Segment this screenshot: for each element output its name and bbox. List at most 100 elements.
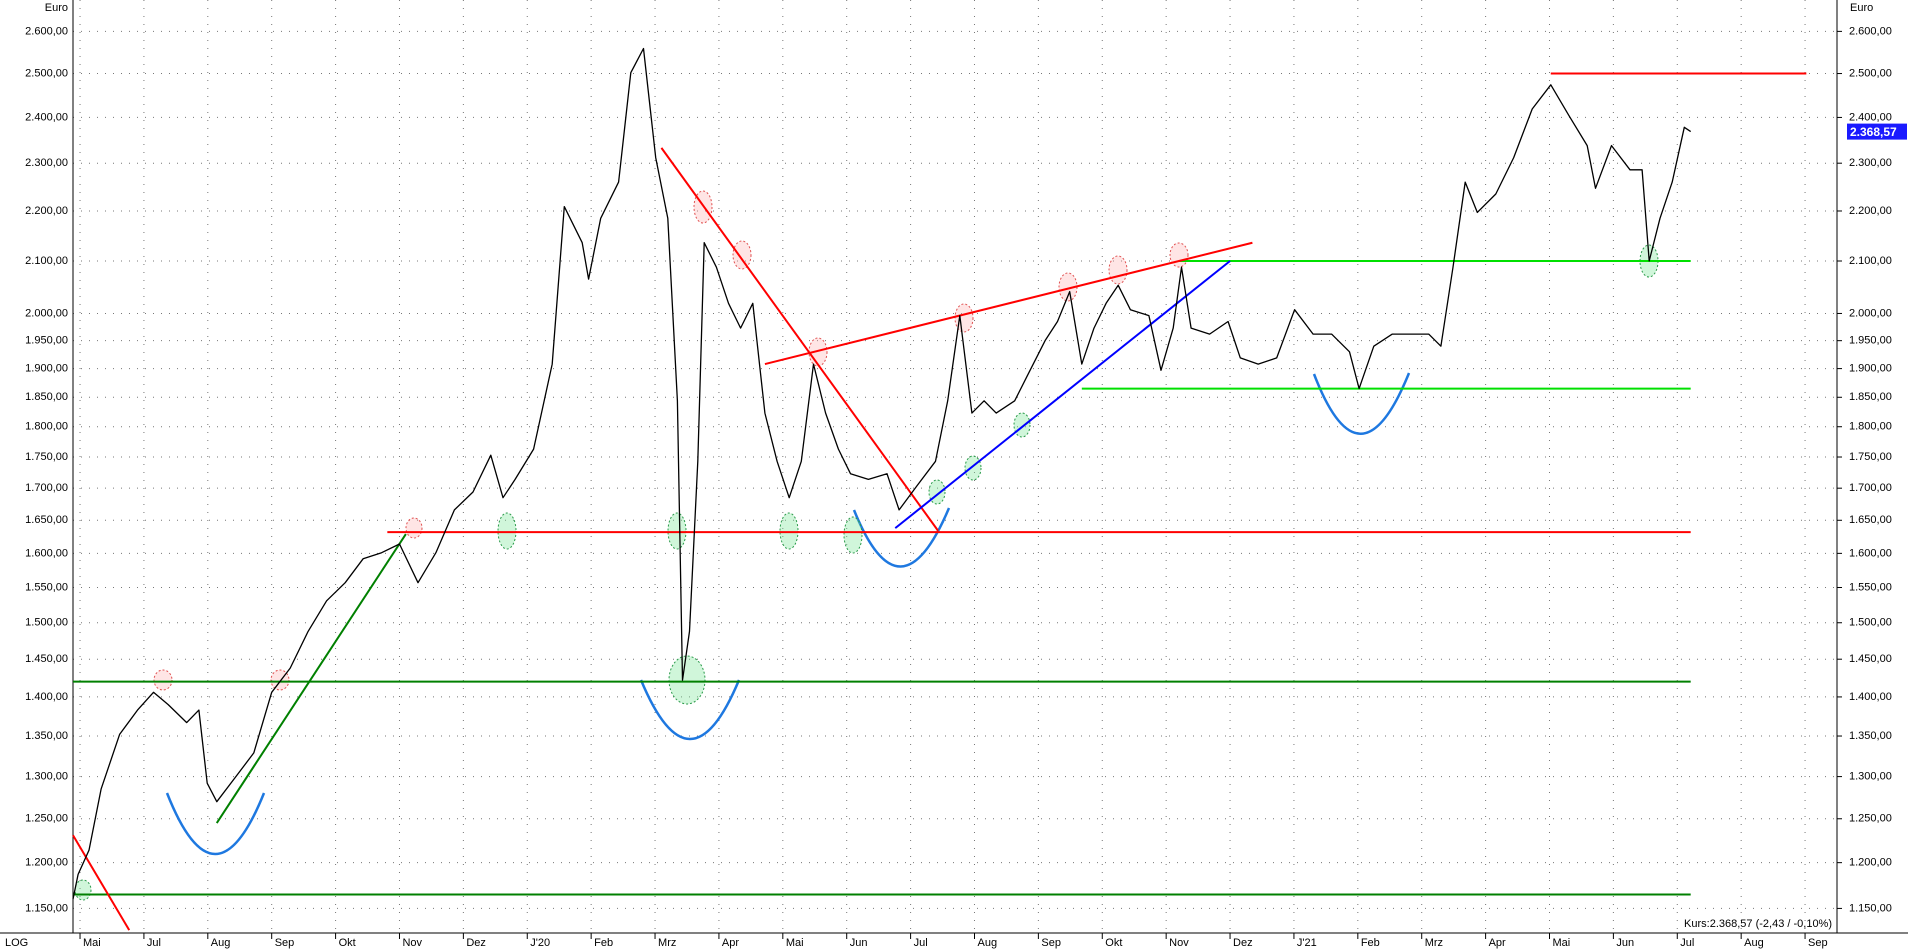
resistance-marker xyxy=(1108,255,1128,285)
resistance-marker xyxy=(405,517,423,539)
y-tick-label-right: 1.350,00 xyxy=(1849,730,1892,742)
y-tick-label: 1.600,00 xyxy=(25,547,68,559)
x-tick-label: Aug xyxy=(1744,937,1764,949)
x-tick-label: Aug xyxy=(977,937,997,949)
trend-line xyxy=(894,260,1231,529)
support-marker xyxy=(667,512,687,550)
x-tick-label: Mrz xyxy=(658,937,676,949)
y-tick-label-right: 1.900,00 xyxy=(1849,363,1892,375)
x-tick-label: Okt xyxy=(339,937,356,949)
resistance-marker xyxy=(732,240,752,270)
support-marker xyxy=(74,879,92,901)
x-tick-label: J'20 xyxy=(530,937,550,949)
support-marker xyxy=(964,455,982,481)
x-tick-label: Sep xyxy=(275,937,295,949)
y-tick-label: 2.000,00 xyxy=(25,307,68,319)
y-tick-label: 1.150,00 xyxy=(25,902,68,914)
y-tick-label: 1.850,00 xyxy=(25,391,68,403)
y-tick-label: 1.800,00 xyxy=(25,421,68,433)
y-tick-label-right: 1.400,00 xyxy=(1849,691,1892,703)
support-marker xyxy=(779,512,799,550)
y-tick-label: 2.100,00 xyxy=(25,255,68,267)
y-tick-label: 1.450,00 xyxy=(25,653,68,665)
y-tick-label: 2.300,00 xyxy=(25,157,68,169)
x-tick-label: Feb xyxy=(1361,937,1380,949)
resistance-marker xyxy=(954,303,974,333)
x-tick-label: Mai xyxy=(786,937,804,949)
x-tick-label: Dez xyxy=(466,937,486,949)
trend-line xyxy=(72,834,131,931)
y-tick-label-right: 1.850,00 xyxy=(1849,391,1892,403)
y-tick-label-right: 1.700,00 xyxy=(1849,482,1892,494)
x-tick-label: Mai xyxy=(1552,937,1570,949)
trend-line xyxy=(215,533,407,824)
support-marker xyxy=(668,655,706,705)
x-tick-label: Jul xyxy=(1680,937,1694,949)
x-tick-label: Feb xyxy=(594,937,613,949)
x-tick-label: Mai xyxy=(83,937,101,949)
y-tick-label: 1.350,00 xyxy=(25,730,68,742)
y-tick-label: 1.950,00 xyxy=(25,335,68,347)
x-tick-label: Jun xyxy=(1616,937,1634,949)
cup-arc xyxy=(639,679,741,740)
last-price-label: 2.368,57 xyxy=(1850,125,1897,139)
x-tick-label: Nov xyxy=(402,937,422,949)
y-tick-label-right: 2.200,00 xyxy=(1849,205,1892,217)
y-tick-label: 1.300,00 xyxy=(25,771,68,783)
y-tick-label-right: 1.750,00 xyxy=(1849,451,1892,463)
y-tick-label-right: 1.450,00 xyxy=(1849,653,1892,665)
y-tick-label: 2.400,00 xyxy=(25,111,68,123)
x-tick-label: Sep xyxy=(1041,937,1061,949)
y-tick-label: 1.550,00 xyxy=(25,581,68,593)
y-tick-label: 1.700,00 xyxy=(25,482,68,494)
y-tick-label-right: 2.500,00 xyxy=(1849,67,1892,79)
x-tick-label: Mrz xyxy=(1425,937,1443,949)
quote-label: Kurs:2.368,57 (-2,43 / -0,10%) xyxy=(1684,918,1832,930)
y-tick-label-right: 1.550,00 xyxy=(1849,581,1892,593)
x-tick-label: Jun xyxy=(850,937,868,949)
y-tick-label: 2.600,00 xyxy=(25,25,68,37)
scale-label: LOG xyxy=(5,937,28,949)
trend-line xyxy=(660,147,939,532)
support-marker xyxy=(497,512,517,550)
y-tick-label-right: 2.100,00 xyxy=(1849,255,1892,267)
y-tick-label-right: 1.650,00 xyxy=(1849,514,1892,526)
x-tick-label: Okt xyxy=(1105,937,1122,949)
x-tick-label: Dez xyxy=(1233,937,1253,949)
cup-arc xyxy=(165,792,266,855)
x-tick-label: J'21 xyxy=(1297,937,1317,949)
y-tick-label: 2.500,00 xyxy=(25,67,68,79)
price-line xyxy=(72,47,1692,900)
resistance-marker xyxy=(153,669,173,691)
y-tick-label: 1.400,00 xyxy=(25,691,68,703)
x-tick-label: Aug xyxy=(211,937,231,949)
support-marker xyxy=(843,516,863,554)
y-unit-right: Euro xyxy=(1850,2,1873,14)
y-tick-label: 2.200,00 xyxy=(25,205,68,217)
trend-line xyxy=(764,241,1253,366)
x-tick-label: Apr xyxy=(1489,937,1506,949)
y-tick-label-right: 1.200,00 xyxy=(1849,857,1892,869)
y-tick-label-right: 2.300,00 xyxy=(1849,157,1892,169)
y-tick-label-right: 2.000,00 xyxy=(1849,307,1892,319)
x-tick-label: Apr xyxy=(722,937,739,949)
y-tick-label-right: 1.150,00 xyxy=(1849,902,1892,914)
y-tick-label-right: 2.600,00 xyxy=(1849,25,1892,37)
x-tick-label: Sep xyxy=(1808,937,1828,949)
y-tick-label-right: 1.500,00 xyxy=(1849,617,1892,629)
cup-arc xyxy=(1312,372,1411,435)
y-tick-label: 1.750,00 xyxy=(25,451,68,463)
y-tick-label-right: 1.600,00 xyxy=(1849,547,1892,559)
y-tick-label: 1.250,00 xyxy=(25,813,68,825)
x-tick-label: Nov xyxy=(1169,937,1189,949)
x-tick-label: Jul xyxy=(914,937,928,949)
y-unit-left: Euro xyxy=(45,2,68,14)
y-tick-label-right: 1.300,00 xyxy=(1849,771,1892,783)
y-tick-label: 1.500,00 xyxy=(25,617,68,629)
y-tick-label: 1.200,00 xyxy=(25,857,68,869)
y-tick-label-right: 1.950,00 xyxy=(1849,335,1892,347)
support-marker xyxy=(1013,412,1031,438)
